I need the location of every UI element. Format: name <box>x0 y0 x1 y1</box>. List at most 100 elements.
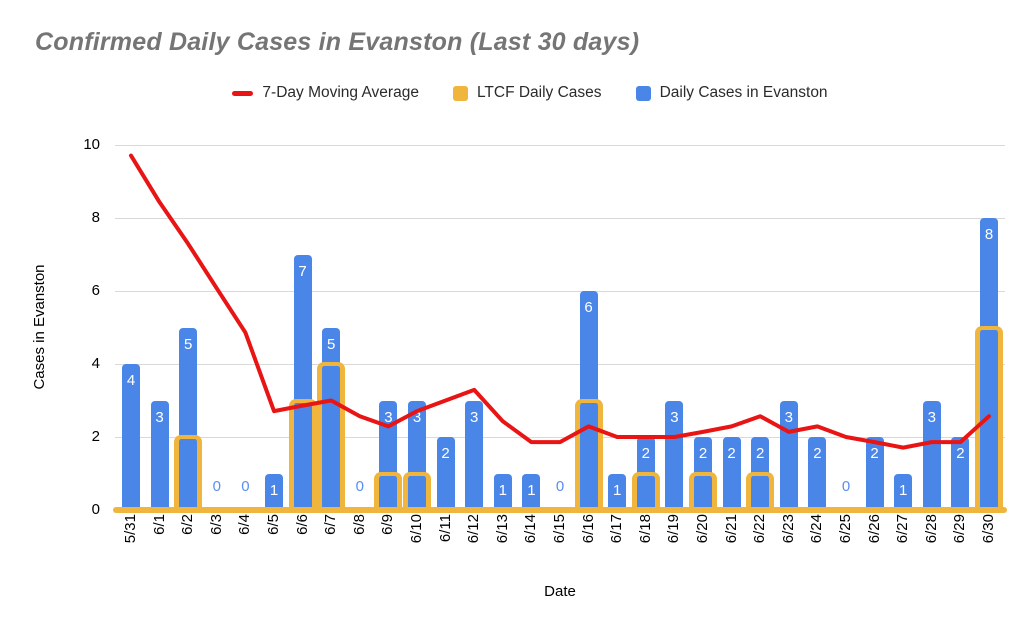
bar-daily-cases[interactable] <box>179 327 198 510</box>
ltcf-baseline-stripe <box>113 507 1007 513</box>
y-tick-label: 6 <box>91 282 100 299</box>
bar-ltcf-cases[interactable] <box>689 471 717 513</box>
bar-value-label: 3 <box>384 408 393 426</box>
bar-value-label: 3 <box>670 408 679 426</box>
bar-ltcf-cases[interactable] <box>631 471 660 513</box>
x-tick-label: 6/29 <box>951 514 969 544</box>
bar-daily-cases[interactable] <box>894 473 913 510</box>
x-tick-label: 6/13 <box>493 514 511 544</box>
bar-ltcf-cases[interactable] <box>975 325 1003 513</box>
bar-daily-cases[interactable] <box>865 437 884 510</box>
bar-value-label: 0 <box>355 478 364 495</box>
bar-value-label: 3 <box>412 408 422 426</box>
bar-ltcf-cases[interactable] <box>374 471 403 513</box>
x-tick-label: 6/18 <box>636 514 654 544</box>
bar-value-label: 3 <box>470 408 479 426</box>
bar-value-label: 0 <box>841 478 851 495</box>
x-tick-label: 6/28 <box>922 514 940 544</box>
legend-swatch-square-icon <box>452 85 468 101</box>
x-tick-label: 5/31 <box>122 514 139 544</box>
moving-average-line-layer <box>129 153 991 450</box>
bar-value-label: 1 <box>269 481 279 499</box>
bar-daily-cases[interactable] <box>808 437 827 510</box>
x-tick-label: 6/17 <box>608 514 626 544</box>
bar-value-label: 6 <box>584 299 593 316</box>
bar-daily-cases[interactable] <box>408 400 426 510</box>
bar-value-label: 2 <box>813 445 822 462</box>
x-tick-label: 6/30 <box>980 514 997 544</box>
moving-average-line[interactable] <box>129 153 991 450</box>
x-tick-label: 6/24 <box>808 514 826 544</box>
y-tick-label: 10 <box>83 136 100 153</box>
bar-daily-cases[interactable] <box>922 400 941 510</box>
x-tick-label: 6/23 <box>779 514 797 544</box>
x-tick-label: 6/3 <box>207 514 225 535</box>
x-tick-label: 6/22 <box>751 514 769 544</box>
x-tick-label: 6/27 <box>894 514 912 544</box>
x-tick-label: 6/7 <box>322 514 340 535</box>
x-tick-label: 6/5 <box>265 514 282 535</box>
bar-value-label: 2 <box>698 445 708 462</box>
bar-daily-cases[interactable] <box>122 364 140 510</box>
bar-daily-cases[interactable] <box>293 254 312 510</box>
x-tick-label: 6/14 <box>522 514 540 544</box>
bar-daily-cases[interactable] <box>150 400 169 510</box>
y-tick-label: 8 <box>91 209 100 226</box>
gridline-y-10 <box>115 145 1005 146</box>
legend: 7-Day Moving Average LTCF Daily Cases Dail… <box>14 84 1032 102</box>
gridline-y-6 <box>115 291 1005 292</box>
x-tick-label: 6/2 <box>179 514 197 535</box>
bar-value-label: 2 <box>870 445 879 462</box>
bar-daily-cases[interactable] <box>493 473 512 510</box>
bar-ltcf-cases[interactable] <box>403 471 431 513</box>
bar-daily-cases[interactable] <box>608 473 627 510</box>
bar-value-label: 1 <box>899 481 908 499</box>
bar-daily-cases[interactable] <box>322 327 341 510</box>
x-tick-label: 6/25 <box>837 514 854 544</box>
bar-value-label: 5 <box>327 335 336 353</box>
y-axis-title: Cases in Evanston <box>31 264 48 390</box>
bar-daily-cases[interactable] <box>665 400 684 510</box>
bar-value-label: 2 <box>441 445 450 462</box>
bar-ltcf-cases[interactable] <box>317 362 346 513</box>
x-tick-label: 6/10 <box>408 514 425 544</box>
y-tick-label: 2 <box>91 428 100 445</box>
bar-value-label: 3 <box>784 408 793 426</box>
bar-value-label: 0 <box>212 478 221 495</box>
legend-swatch-square-icon <box>635 85 651 101</box>
x-tick-label: 6/15 <box>551 514 568 544</box>
legend-item-2: Daily Cases in Evanston <box>635 84 828 102</box>
bar-daily-cases[interactable] <box>379 400 398 510</box>
bar-ltcf-cases[interactable] <box>288 398 317 513</box>
gridline-y-2 <box>115 437 1005 438</box>
bar-daily-cases[interactable] <box>465 400 484 510</box>
bar-ltcf-cases[interactable] <box>746 471 775 513</box>
x-tick-label: 6/1 <box>150 514 168 535</box>
y-tick-label: 0 <box>91 501 100 518</box>
bar-daily-cases[interactable] <box>265 473 283 510</box>
legend-label: 7-Day Moving Average <box>262 84 419 101</box>
bar-value-label: 5 <box>184 335 193 353</box>
bar-ltcf-cases[interactable] <box>174 435 203 513</box>
bar-daily-cases[interactable] <box>522 473 541 510</box>
bar-value-label: 8 <box>984 226 994 243</box>
x-tick-label: 6/16 <box>579 514 597 544</box>
bar-daily-cases[interactable] <box>722 437 741 510</box>
bar-daily-cases[interactable] <box>980 218 998 510</box>
x-tick-label: 6/6 <box>293 514 311 535</box>
x-tick-label: 6/11 <box>436 514 454 543</box>
bar-value-label: 1 <box>498 481 507 499</box>
bar-value-label: 1 <box>613 481 622 499</box>
bar-daily-cases[interactable] <box>436 437 455 510</box>
bar-value-label: 2 <box>956 445 965 462</box>
x-tick-label: 6/9 <box>379 514 397 535</box>
legend-item-0: 7-Day Moving Average <box>232 84 419 102</box>
bar-ltcf-cases[interactable] <box>574 398 603 513</box>
bar-daily-cases[interactable] <box>951 437 970 510</box>
y-tick-label: 4 <box>91 355 100 372</box>
x-tick-label: 6/20 <box>694 514 711 544</box>
x-tick-label: 6/8 <box>350 514 368 535</box>
bar-value-label: 0 <box>241 478 250 495</box>
legend-label: Daily Cases in Evanston <box>659 84 828 101</box>
